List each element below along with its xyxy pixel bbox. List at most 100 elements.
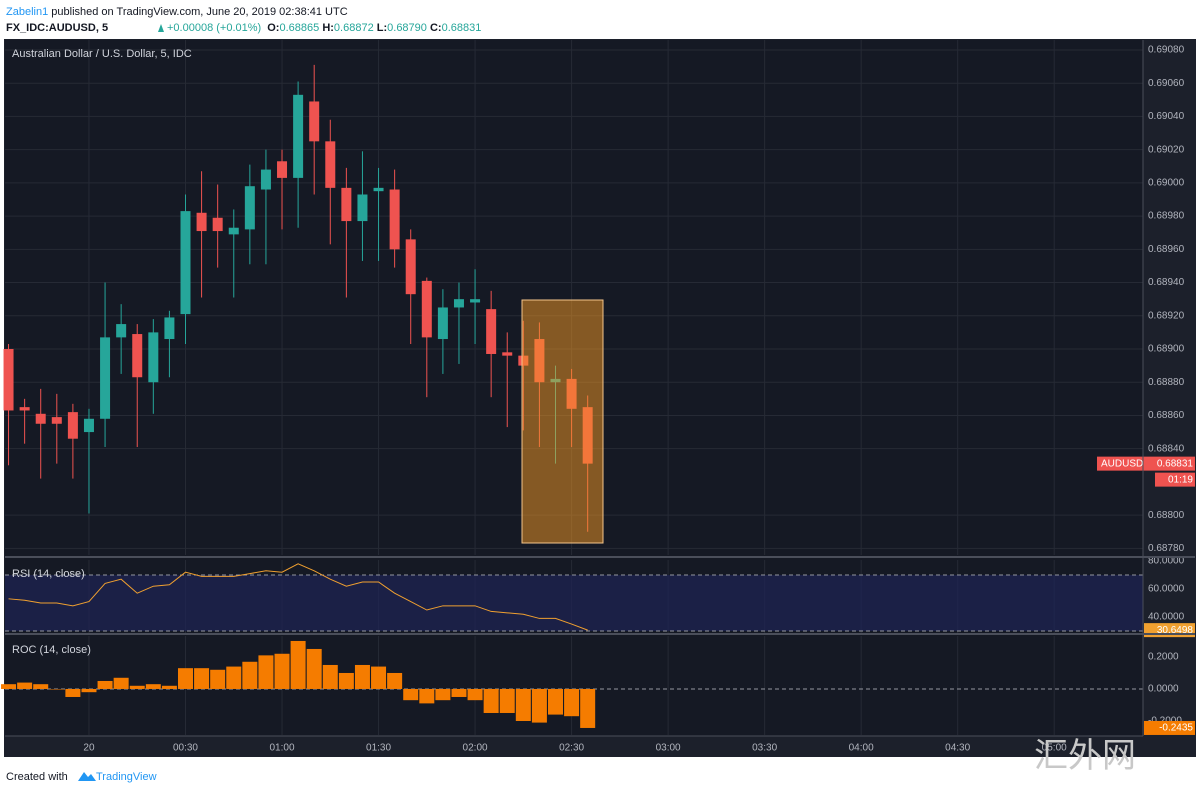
y-tick-label: 0.68900 [1148, 344, 1185, 355]
candle-body [100, 337, 111, 419]
y-tick-label: 0.68980 [1148, 211, 1185, 222]
roc-bar [451, 688, 467, 697]
candle-body [341, 187, 352, 222]
candle-body [51, 417, 62, 424]
y-tick-label: 0.68780 [1148, 543, 1185, 554]
roc-bar [564, 688, 580, 717]
roc-bar [145, 684, 161, 689]
x-tick-label: 01:00 [270, 743, 295, 754]
roc-bar [17, 682, 33, 689]
x-tick-label: 03:30 [752, 743, 777, 754]
candle-body [244, 186, 255, 230]
roc-bar [547, 688, 563, 715]
y-tick-label: 0.68960 [1148, 244, 1185, 255]
roc-bar [338, 672, 354, 689]
candle-body [212, 217, 223, 232]
roc-bar [499, 688, 515, 713]
roc-tag [1144, 720, 1195, 735]
y-tick-label: 0.69060 [1148, 78, 1185, 89]
x-tick-label: 03:00 [656, 743, 681, 754]
quote-line: FX_IDC:AUDUSD, 5 [6, 22, 108, 34]
ohlc-label: L: [377, 22, 387, 34]
candle-body [277, 161, 288, 178]
candle-body [309, 101, 320, 142]
candle-body [470, 299, 481, 303]
roc-bar [210, 669, 226, 689]
x-tick-label: 05:00 [1042, 743, 1067, 754]
y-tick-label: 0.68800 [1148, 510, 1185, 521]
publish-line: Zabelin1 published on TradingView.com, J… [6, 6, 348, 18]
roc-bar [242, 661, 258, 689]
x-tick-label: 00:30 [173, 743, 198, 754]
roc-bar [467, 688, 483, 701]
author[interactable]: Zabelin1 [6, 6, 48, 18]
roc-bar [33, 684, 49, 689]
brand-logo [78, 772, 96, 781]
up-arrow [158, 24, 164, 32]
candle-body [148, 332, 159, 383]
roc-bar [65, 688, 81, 697]
candle-body [357, 194, 368, 222]
roc-bar [306, 648, 322, 689]
y-tick-label: 0.68840 [1148, 443, 1185, 454]
candle-body [502, 352, 513, 356]
y-tick-label: 40.0000 [1148, 612, 1185, 623]
x-tick-label: 20 [83, 743, 95, 754]
x-tick-label: 02:00 [463, 743, 488, 754]
rsi-title: RSI (14, close) [12, 568, 85, 580]
roc-bar [290, 640, 306, 689]
candle-body [35, 413, 46, 424]
ohlc-value: 0.68831 [442, 22, 482, 34]
x-tick-label: 01:30 [366, 743, 391, 754]
candle-body [260, 169, 271, 190]
price-tag-value: 0.68831 [1157, 458, 1194, 469]
rsi-tag-value: 30.6498 [1157, 625, 1194, 636]
ohlc-value: 0.68872 [334, 22, 374, 34]
roc-bar [403, 688, 419, 701]
roc-bar [97, 680, 113, 689]
candle-body [180, 211, 191, 315]
quote-values: +0.00008 (+0.01%) O:0.68865 H:0.68872 L:… [167, 22, 481, 34]
roc-bar [81, 688, 97, 693]
countdown-tag [1155, 472, 1195, 487]
watermark: 汇外网 [1034, 736, 1136, 776]
y-tick-label: 0.68860 [1148, 410, 1185, 421]
roc-bar [226, 666, 242, 689]
roc-tag-value: -0.2435 [1159, 723, 1193, 734]
candle-body [405, 239, 416, 295]
candle-body [453, 299, 464, 308]
ohlc-label: H: [322, 22, 334, 34]
roc-bar [113, 677, 129, 689]
candle-body [164, 317, 175, 340]
ohlc-value: 0.68790 [387, 22, 427, 34]
roc-bar [258, 655, 274, 689]
y-tick-label: 0.68940 [1148, 277, 1185, 288]
candle-body [19, 407, 30, 411]
y-tick-label: 0.0000 [1148, 684, 1179, 695]
roc-bar [515, 688, 531, 721]
footer-brand[interactable]: TradingView [96, 771, 157, 783]
y-tick-label: 60.0000 [1148, 584, 1185, 595]
roc-bar [371, 666, 387, 689]
ohlc-label: O: [267, 22, 279, 34]
x-tick-label: 04:30 [945, 743, 970, 754]
candle-body [83, 418, 94, 433]
roc-bar [531, 688, 547, 723]
candle-body [293, 94, 304, 178]
y-tick-label: 0.68920 [1148, 310, 1185, 321]
roc-bar [274, 653, 290, 689]
y-tick-label: 0.68880 [1148, 377, 1185, 388]
footer-created: Created with [6, 771, 68, 783]
change: +0.00008 (+0.01%) [167, 22, 261, 34]
ohlc-label: C: [430, 22, 442, 34]
roc-bar [1, 684, 17, 689]
candle-body [325, 141, 336, 188]
roc-bar [435, 688, 451, 701]
roc-bar [354, 664, 370, 689]
symbol: FX_IDC:AUDUSD, 5 [6, 22, 108, 34]
chart-layers: 20 00:30 01:00 01:30 02:00 02:30 03:00 03:30 04:… [1, 40, 1195, 754]
roc-bar [483, 688, 499, 713]
candle-body [116, 324, 127, 338]
y-tick-label: 0.2000 [1148, 652, 1179, 663]
